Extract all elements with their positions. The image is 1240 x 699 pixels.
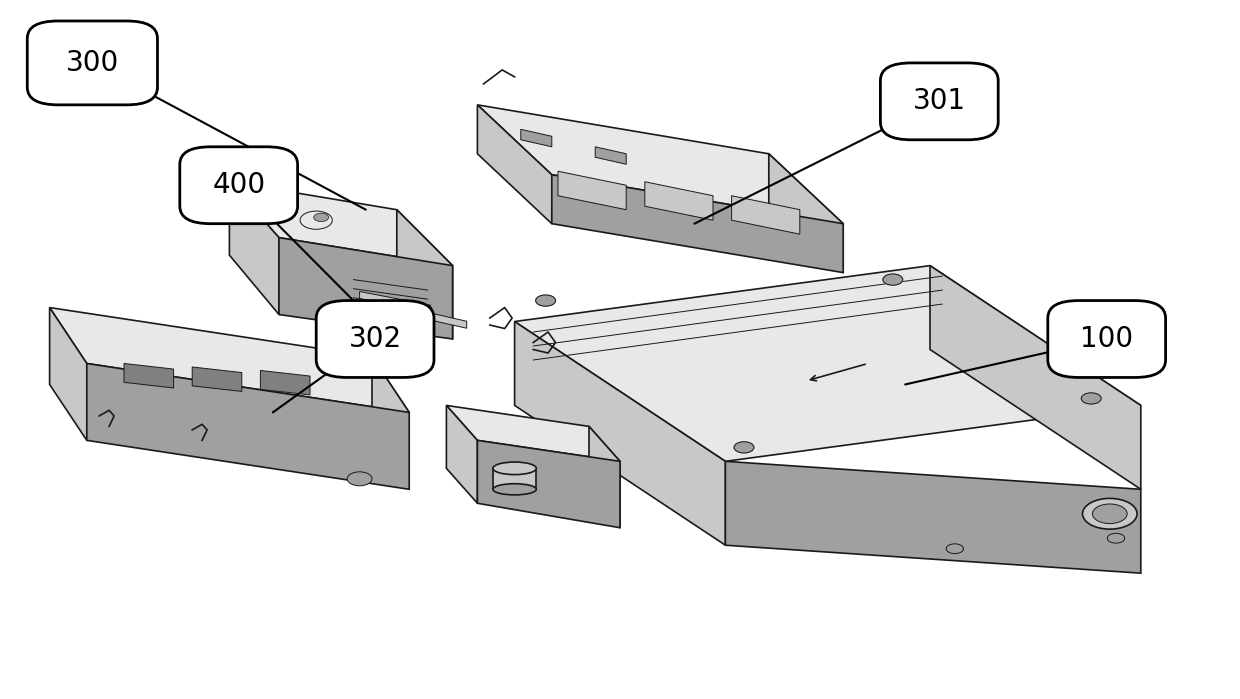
Polygon shape (192, 367, 242, 391)
Circle shape (347, 472, 372, 486)
Circle shape (946, 544, 963, 554)
Polygon shape (397, 210, 453, 339)
Polygon shape (521, 129, 552, 147)
Polygon shape (769, 154, 843, 273)
Polygon shape (595, 147, 626, 164)
Circle shape (300, 211, 332, 229)
Polygon shape (279, 238, 453, 339)
Polygon shape (732, 196, 800, 234)
Text: 400: 400 (212, 171, 265, 199)
Text: 301: 301 (913, 87, 966, 115)
Polygon shape (446, 405, 620, 461)
Circle shape (257, 204, 289, 222)
Polygon shape (477, 105, 843, 224)
FancyBboxPatch shape (27, 21, 157, 105)
Circle shape (314, 213, 329, 222)
Circle shape (536, 295, 556, 306)
FancyBboxPatch shape (1048, 301, 1166, 377)
Circle shape (1081, 393, 1101, 404)
Polygon shape (446, 405, 477, 503)
Circle shape (883, 274, 903, 285)
Polygon shape (360, 291, 430, 312)
Text: 300: 300 (66, 49, 119, 77)
Polygon shape (645, 182, 713, 220)
Polygon shape (477, 440, 620, 528)
Polygon shape (589, 426, 620, 528)
Polygon shape (50, 308, 409, 412)
Polygon shape (50, 308, 87, 440)
Circle shape (734, 442, 754, 453)
Polygon shape (229, 182, 453, 266)
Circle shape (1092, 504, 1127, 524)
Polygon shape (397, 305, 466, 329)
Polygon shape (552, 175, 843, 273)
Polygon shape (372, 356, 409, 489)
Text: 302: 302 (348, 325, 402, 353)
Polygon shape (558, 171, 626, 210)
Polygon shape (930, 266, 1141, 489)
Polygon shape (124, 363, 174, 388)
Polygon shape (515, 266, 1141, 461)
Polygon shape (87, 363, 409, 489)
Polygon shape (492, 468, 536, 489)
Circle shape (270, 206, 285, 215)
Polygon shape (725, 461, 1141, 573)
Text: 100: 100 (1080, 325, 1133, 353)
Polygon shape (515, 322, 725, 545)
Circle shape (1107, 533, 1125, 543)
Ellipse shape (494, 484, 537, 495)
FancyBboxPatch shape (880, 63, 998, 140)
Polygon shape (477, 105, 552, 224)
FancyBboxPatch shape (180, 147, 298, 224)
Circle shape (1083, 498, 1137, 529)
Polygon shape (260, 370, 310, 395)
Polygon shape (229, 182, 279, 315)
FancyBboxPatch shape (316, 301, 434, 377)
Ellipse shape (494, 462, 537, 475)
